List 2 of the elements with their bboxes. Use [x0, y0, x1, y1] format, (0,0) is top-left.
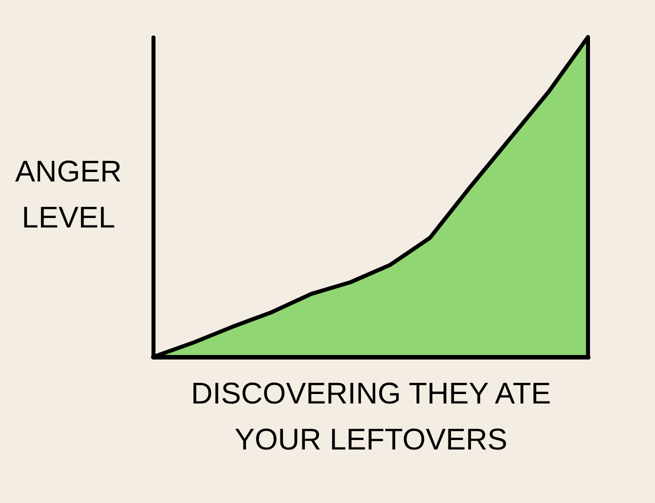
y-axis-title: ANGER LEVEL [15, 156, 122, 234]
x-axis-title: DISCOVERING THEY ATE YOUR LEFTOVERS [190, 378, 552, 456]
